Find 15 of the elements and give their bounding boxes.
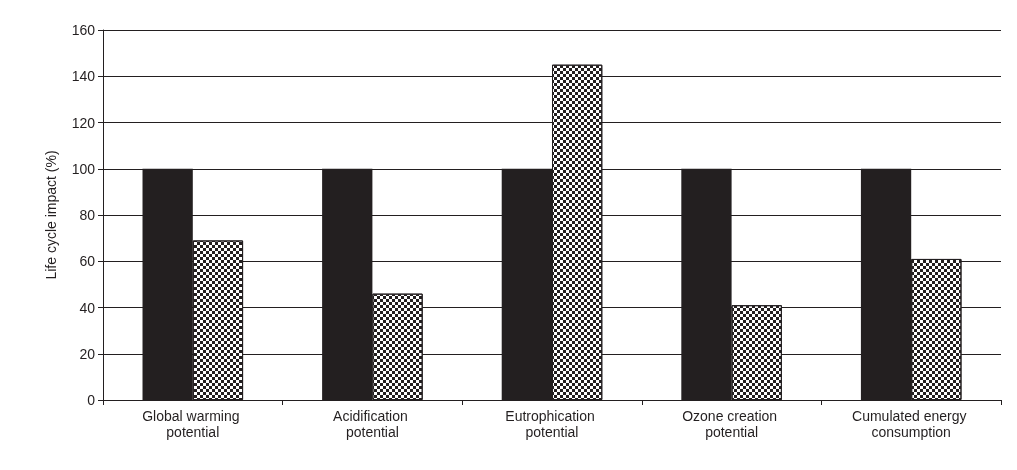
y-tick-label: 40 [79,299,96,316]
y-tick-label: 0 [87,392,96,408]
y-tick-label: 140 [71,68,96,85]
y-tick-label: 60 [79,253,96,270]
y-tick-label: 100 [71,160,96,177]
x-tick-label: Global warming potential [142,408,244,440]
y-axis-title: Life cycle impact (%) [43,150,59,280]
x-tick-label: Acidification potential [333,408,412,440]
y-tick-label: 20 [79,345,96,362]
x-tick-label: Eutrophication potential [505,408,599,440]
y-tick-label: 160 [71,22,96,38]
x-tick-label: Cumulated energy consumption [852,408,971,440]
y-tick-label: 80 [79,207,96,223]
y-tick-label: 120 [71,114,96,131]
x-tick-label: Ozone creation potential [682,408,782,440]
